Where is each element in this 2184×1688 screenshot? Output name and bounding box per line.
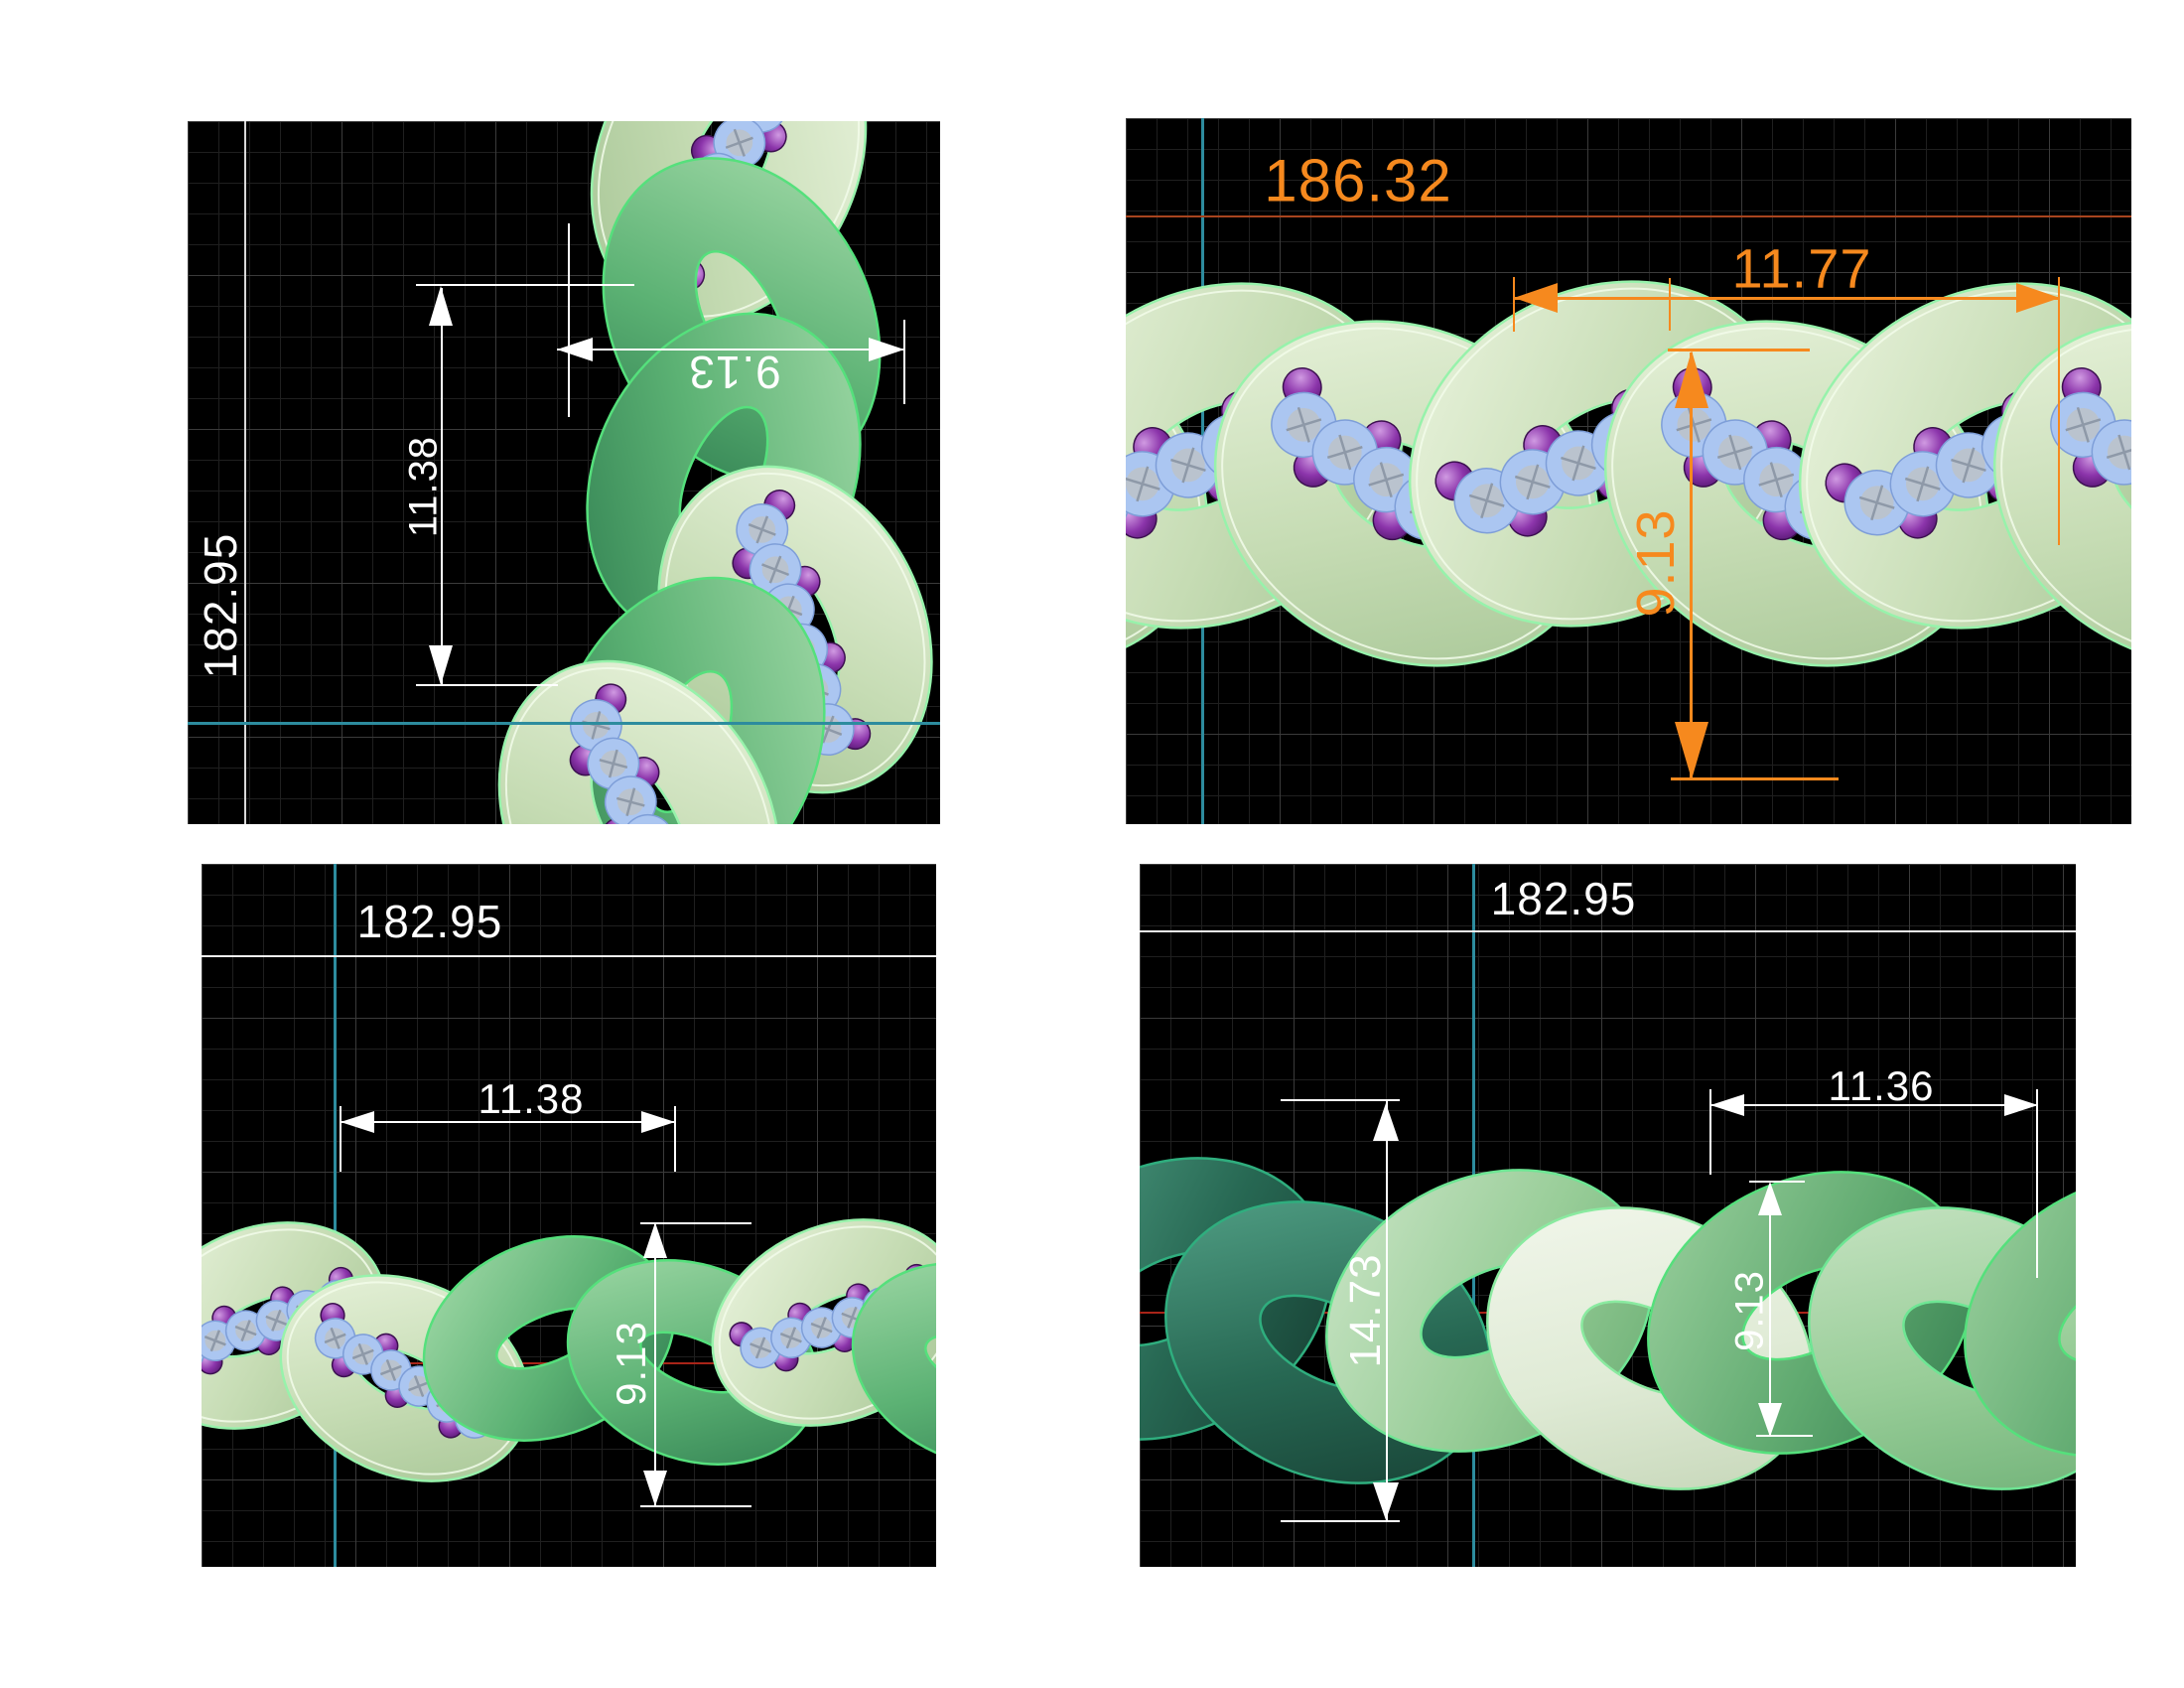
viewport-top-view[interactable]: 182.95 11.38 9.13 [202, 864, 936, 1567]
chain-render-top [202, 1218, 936, 1482]
axis-line-vertical [334, 864, 337, 1567]
viewport-detail-view[interactable]: 186.32 11.77 9.13 [1126, 118, 2131, 824]
viewport-side-view[interactable]: 182.95 11.36 9.13 14.73 [1140, 864, 2076, 1567]
construction-line-vertical [244, 121, 246, 824]
chain-render-detail [1126, 280, 2131, 667]
axis-line-horizontal [188, 722, 940, 725]
reference-line-horizontal [1126, 215, 2131, 217]
viewport-front-view[interactable]: 182.95 11.38 9.13 [188, 121, 940, 824]
chain-render-front [497, 121, 933, 824]
chain-render-side [1140, 1157, 2076, 1490]
